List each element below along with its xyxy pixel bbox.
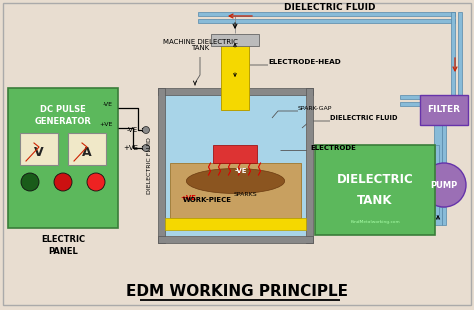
- Circle shape: [422, 163, 466, 207]
- Bar: [400, 95, 455, 99]
- Text: -VE: -VE: [127, 127, 138, 133]
- Bar: [8, 88, 118, 228]
- Ellipse shape: [186, 169, 284, 193]
- Text: PANEL: PANEL: [48, 246, 78, 255]
- Text: DIELECTRIC FLUID: DIELECTRIC FLUID: [284, 3, 376, 12]
- Bar: [442, 125, 446, 165]
- Bar: [158, 88, 313, 95]
- Text: -VE: -VE: [234, 168, 247, 174]
- Bar: [158, 236, 313, 243]
- Bar: [68, 133, 106, 165]
- Text: V: V: [34, 147, 44, 160]
- Bar: [158, 88, 165, 243]
- Bar: [434, 207, 442, 225]
- Bar: [170, 163, 301, 218]
- Bar: [306, 88, 313, 243]
- Circle shape: [143, 126, 149, 134]
- Text: PUMP: PUMP: [430, 180, 457, 189]
- Bar: [221, 35, 249, 110]
- Text: MACHINE DIELECTRIC
TANK: MACHINE DIELECTRIC TANK: [163, 38, 237, 51]
- Bar: [198, 19, 455, 23]
- Text: GENERATOR: GENERATOR: [35, 117, 91, 126]
- Bar: [213, 145, 257, 163]
- Bar: [430, 145, 435, 215]
- Text: +VE: +VE: [123, 145, 138, 151]
- Text: FILTER: FILTER: [428, 105, 461, 114]
- Text: DC PULSE: DC PULSE: [40, 105, 86, 114]
- Circle shape: [54, 173, 72, 191]
- Bar: [211, 34, 259, 46]
- Text: KindMetalworking.com: KindMetalworking.com: [350, 219, 400, 224]
- Text: WORK-PIECE: WORK-PIECE: [183, 197, 232, 203]
- Text: EDM WORKING PRINCIPLE: EDM WORKING PRINCIPLE: [126, 285, 348, 299]
- Bar: [315, 145, 435, 235]
- Text: SPARK-GAP: SPARK-GAP: [298, 105, 332, 110]
- Text: +VE: +VE: [180, 195, 196, 201]
- Bar: [165, 95, 306, 236]
- Text: DIELECTRIC FLUID: DIELECTRIC FLUID: [330, 115, 398, 121]
- Bar: [435, 145, 439, 215]
- Text: ELECTRODE-HEAD: ELECTRODE-HEAD: [268, 59, 341, 65]
- Text: DIELECTRIC FLUID: DIELECTRIC FLUID: [147, 137, 153, 194]
- Bar: [458, 12, 462, 100]
- Bar: [198, 12, 455, 16]
- Bar: [20, 133, 58, 165]
- Circle shape: [21, 173, 39, 191]
- Bar: [442, 207, 446, 225]
- Text: ELECTRIC: ELECTRIC: [41, 236, 85, 245]
- Circle shape: [143, 144, 149, 152]
- Text: A: A: [82, 147, 92, 160]
- Text: +VE: +VE: [100, 122, 113, 127]
- Bar: [451, 12, 455, 100]
- Text: SPARKS: SPARKS: [234, 193, 257, 197]
- Text: ELECTRODE: ELECTRODE: [310, 145, 356, 151]
- Circle shape: [87, 173, 105, 191]
- Bar: [165, 218, 306, 230]
- Bar: [434, 125, 442, 165]
- Bar: [400, 102, 455, 106]
- Bar: [420, 95, 468, 125]
- Text: TANK: TANK: [357, 194, 393, 207]
- Text: -VE: -VE: [103, 103, 113, 108]
- Text: DIELECTRIC: DIELECTRIC: [337, 173, 413, 186]
